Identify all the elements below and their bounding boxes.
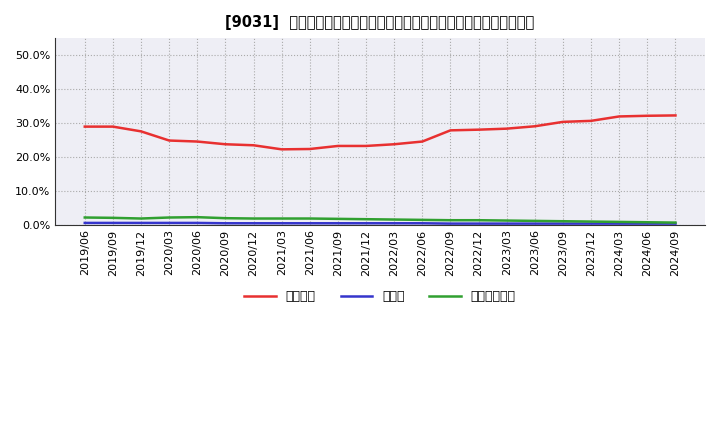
繰延税金資産 (474, 217, 483, 223)
自己資本 (503, 126, 511, 131)
自己資本 (390, 142, 398, 147)
のれん (81, 220, 89, 226)
自己資本 (137, 129, 145, 134)
繰延税金資産 (193, 215, 202, 220)
繰延税金資産 (305, 216, 314, 221)
自己資本 (305, 147, 314, 152)
繰延税金資産 (165, 215, 174, 220)
繰延税金資産 (390, 217, 398, 222)
自己資本 (643, 113, 652, 118)
繰延税金資産 (221, 216, 230, 221)
自己資本 (474, 127, 483, 132)
のれん (615, 221, 624, 226)
繰延税金資産 (361, 216, 370, 222)
のれん (531, 221, 539, 226)
繰延税金資産 (333, 216, 342, 221)
のれん (277, 220, 286, 226)
繰延税金資産 (446, 217, 455, 223)
繰延税金資産 (503, 218, 511, 223)
繰延税金資産 (643, 220, 652, 225)
自己資本 (221, 142, 230, 147)
繰延税金資産 (615, 219, 624, 224)
Line: 繰延税金資産: 繰延税金資産 (85, 217, 675, 223)
自己資本 (333, 143, 342, 149)
自己資本 (109, 124, 117, 129)
自己資本 (587, 118, 595, 124)
繰延税金資産 (418, 217, 427, 223)
自己資本 (361, 143, 370, 149)
のれん (503, 221, 511, 226)
繰延税金資産 (277, 216, 286, 221)
Line: のれん: のれん (85, 223, 675, 224)
のれん (418, 220, 427, 226)
のれん (137, 220, 145, 226)
繰延税金資産 (531, 218, 539, 224)
のれん (193, 220, 202, 226)
のれん (305, 220, 314, 226)
自己資本 (277, 147, 286, 152)
Legend: 自己資本, のれん, 繰延税金資産: 自己資本, のれん, 繰延税金資産 (240, 285, 521, 308)
自己資本 (615, 114, 624, 119)
のれん (333, 220, 342, 226)
自己資本 (193, 139, 202, 144)
Title: [9031]  自己資本、のれん、繰延税金資産の総資産に対する比率の推移: [9031] 自己資本、のれん、繰延税金資産の総資産に対する比率の推移 (225, 15, 535, 30)
繰延税金資産 (137, 216, 145, 221)
のれん (587, 221, 595, 226)
自己資本 (671, 113, 680, 118)
自己資本 (559, 119, 567, 125)
のれん (446, 221, 455, 226)
自己資本 (446, 128, 455, 133)
繰延税金資産 (109, 215, 117, 220)
自己資本 (249, 143, 258, 148)
のれん (390, 220, 398, 226)
繰延税金資産 (249, 216, 258, 221)
Line: 自己資本: 自己資本 (85, 115, 675, 149)
のれん (221, 220, 230, 226)
のれん (165, 220, 174, 226)
自己資本 (531, 124, 539, 129)
のれん (559, 221, 567, 226)
のれん (361, 220, 370, 226)
のれん (671, 221, 680, 226)
のれん (643, 221, 652, 226)
のれん (109, 220, 117, 226)
繰延税金資産 (587, 219, 595, 224)
繰延税金資産 (559, 219, 567, 224)
のれん (474, 221, 483, 226)
繰延税金資産 (81, 215, 89, 220)
自己資本 (165, 138, 174, 143)
繰延税金資産 (671, 220, 680, 225)
のれん (249, 220, 258, 226)
自己資本 (418, 139, 427, 144)
自己資本 (81, 124, 89, 129)
